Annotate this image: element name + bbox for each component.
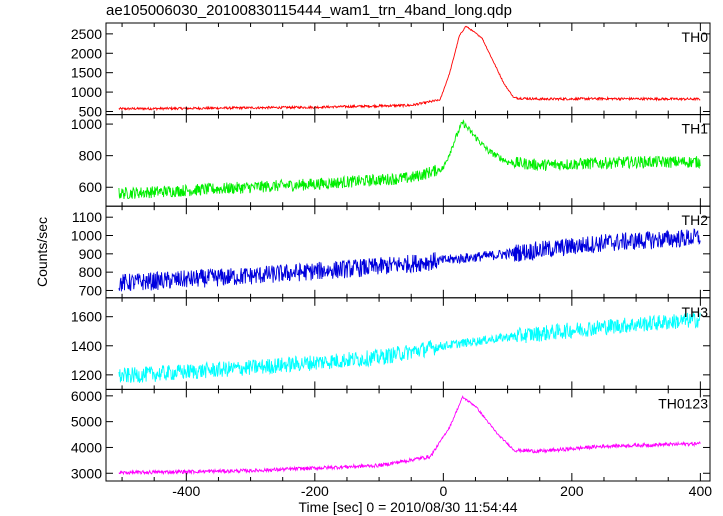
x-tick-label: -200: [301, 483, 329, 499]
y-tick-label: 2000: [71, 45, 102, 61]
y-tick-label: 1400: [71, 338, 102, 354]
series-line-th3: [118, 312, 701, 383]
series-line-th0: [118, 25, 701, 112]
y-tick-label: 800: [79, 264, 103, 280]
y-tick-label: 1200: [71, 367, 102, 383]
y-tick-label: 800: [79, 148, 103, 164]
x-tick-label: 200: [560, 483, 584, 499]
y-tick-label: 4000: [71, 439, 102, 455]
y-tick-label: 1500: [71, 65, 102, 81]
series-label: TH1: [682, 121, 709, 137]
y-axis-label: Counts/sec: [34, 217, 50, 287]
series-label: TH0: [682, 29, 709, 45]
panel-frame: [105, 22, 711, 116]
y-tick-label: 900: [79, 246, 103, 262]
y-tick-label: 1000: [71, 116, 102, 132]
y-tick-label: 500: [79, 103, 103, 119]
y-tick-label: 600: [79, 179, 103, 195]
series-label: TH2: [682, 212, 709, 228]
y-tick-label: 3000: [71, 465, 102, 481]
x-tick-label: 0: [439, 483, 447, 499]
chart-title: ae105006030_20100830115444_wam1_trn_4ban…: [106, 2, 512, 19]
x-tick-label: -400: [172, 483, 200, 499]
series-label: TH0123: [658, 395, 708, 411]
series-line-th0123: [118, 395, 701, 476]
series-line-th1: [118, 119, 701, 200]
y-tick-label: 1000: [71, 228, 102, 244]
x-axis-label: Time [sec] 0 = 2010/08/30 11:54:44: [298, 499, 517, 515]
y-tick-label: 5000: [71, 414, 102, 430]
y-tick-label: 1100: [72, 209, 102, 225]
y-tick-label: 700: [79, 282, 103, 298]
y-tick-label: 1000: [71, 84, 102, 100]
y-tick-label: 2500: [71, 26, 102, 42]
y-tick-label: 1600: [71, 309, 102, 325]
panel-frame: [105, 388, 711, 482]
x-tick-label: 400: [689, 483, 713, 499]
series-label: TH3: [682, 304, 709, 320]
panel-frame: [105, 205, 711, 299]
y-tick-label: 6000: [71, 388, 102, 404]
series-line-th2: [118, 228, 701, 292]
